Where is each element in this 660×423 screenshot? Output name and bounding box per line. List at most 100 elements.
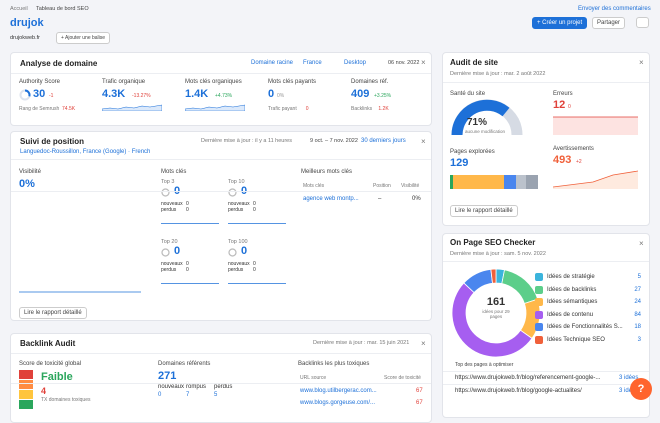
sparkline (553, 171, 638, 189)
label: Top des pages à optimiser (455, 362, 514, 368)
help-button[interactable]: ? (630, 378, 652, 400)
separator (11, 191, 431, 192)
separator (11, 159, 431, 160)
settings-button[interactable] (636, 17, 649, 28)
share-button[interactable]: Partager (592, 17, 626, 29)
errors-change: 0 (568, 104, 571, 110)
stat-value: 0 (158, 392, 162, 398)
graphic (228, 188, 237, 197)
backlink-audit: Backlink Audit Dernière mise à jour : mar… (10, 333, 432, 423)
graphic (19, 370, 33, 409)
idea-count[interactable]: 27 (634, 286, 641, 293)
metric-change: +3.25% (374, 93, 392, 99)
breadcrumb[interactable]: Tableau de bord SEO (36, 6, 89, 12)
separator (11, 353, 431, 354)
sparkline (185, 104, 245, 111)
metric-sub-label: Backlinks (351, 106, 373, 112)
new-label: nouveaux (161, 261, 183, 267)
graphic (161, 188, 170, 197)
toxicity-scale (19, 390, 33, 399)
updated: Dernière mise à jour : mar. 15 juin 2021 (313, 340, 410, 346)
group-label: Top 20 (161, 239, 178, 245)
warnings-change: +2 (576, 159, 582, 165)
gauge-arc (24, 89, 31, 97)
metric-sub-value: 74.5K (62, 106, 76, 112)
metric-label: Mots clés organiques (185, 79, 242, 85)
separator (443, 384, 649, 385)
card-title: On Page SEO Checker (450, 238, 536, 247)
pages-bar (450, 175, 453, 189)
page-url[interactable]: https://www.drujokweb.fr/blog/referencem… (455, 375, 601, 381)
graphic (19, 291, 141, 293)
updated: Dernière mise à jour : il y a 11 heures (201, 138, 292, 144)
graphic (161, 223, 219, 224)
close-button[interactable]: × (421, 137, 426, 146)
metric-value: 0 (268, 88, 275, 100)
label: Score de toxicité global (19, 361, 82, 367)
ring (228, 248, 237, 257)
idea-count[interactable]: 5 (637, 274, 641, 280)
metric-value: 1.4K (185, 88, 209, 100)
filter[interactable]: France (303, 60, 322, 66)
toxicity-scale (19, 400, 33, 409)
idea-name: Idées de backlinks (547, 286, 597, 293)
page-url[interactable]: https://www.drujokweb.fr/blog/google-act… (455, 388, 582, 394)
cell[interactable]: agence web montp... (303, 196, 359, 202)
graphic (228, 283, 286, 284)
total-label: idées pour 29 pages (482, 309, 510, 319)
graphic (185, 104, 245, 111)
metric-value: 30 (33, 88, 46, 100)
range[interactable]: 30 derniers jours (361, 138, 406, 144)
position-tracking: Suivi de position Dernière mise à jour : … (10, 131, 432, 321)
cell[interactable]: www.blog.utilbergerac.com... (300, 388, 377, 394)
ring (161, 248, 170, 257)
cell: 0% (412, 196, 421, 202)
column-header: Position (373, 183, 391, 189)
stat-label: perdus (214, 384, 233, 390)
ring (161, 188, 170, 197)
page-ideas[interactable]: 3 idées (619, 375, 639, 381)
idea-icon (535, 273, 543, 281)
filter[interactable]: Domaine racine (251, 60, 294, 66)
idea-count[interactable]: 24 (634, 299, 641, 305)
group-label: Top 3 (161, 179, 175, 185)
health: 71% (466, 117, 488, 128)
cell[interactable]: www.blogs.gorgeuse.com/... (300, 400, 376, 406)
column-header: URL source (300, 375, 327, 381)
pages-bar (450, 175, 504, 189)
stat-label: nouveaux (158, 384, 185, 390)
close-button[interactable]: × (639, 58, 644, 67)
graphic (228, 248, 237, 257)
updated: Dernière mise à jour : mar. 2 août 2022 (450, 71, 546, 77)
card-title: Audit de site (450, 58, 499, 67)
idea-count[interactable]: 84 (634, 311, 641, 318)
create-project[interactable]: + Créer un projet (532, 17, 588, 29)
metric-sub-label: Trafic payant (268, 106, 297, 112)
page-ideas[interactable]: 3 idées (619, 388, 639, 394)
report-button[interactable]: Lire le rapport détaillé (450, 205, 518, 217)
label: Visibilité (19, 169, 41, 175)
close-button[interactable]: × (421, 339, 426, 348)
metric-label: Trafic organique (102, 79, 146, 85)
report-button[interactable]: Lire le rapport détaillé (19, 307, 87, 319)
location[interactable]: Languedoc-Roussillon, France (Google) · … (20, 149, 151, 155)
period: 9 oct. – 7 nov. 2022 (310, 138, 358, 144)
metric-sub-value: 1.2K (378, 106, 389, 112)
idea-name: Idées de contenu (547, 311, 594, 318)
filter[interactable]: Desktop (344, 60, 367, 66)
visibility: 0% (19, 178, 35, 190)
breadcrumb[interactable]: Accueil (10, 6, 28, 12)
feedback-link[interactable]: Envoyer des commentaires (578, 6, 651, 12)
separator (443, 82, 649, 83)
project-name[interactable]: drujok (10, 17, 44, 29)
close-button[interactable]: × (639, 239, 644, 248)
close-button[interactable]: × (421, 58, 426, 67)
add-tag[interactable]: + Ajouter une balise (56, 32, 111, 44)
metric-sub-value: 0 (305, 106, 309, 112)
label: Meilleurs mots clés (301, 169, 353, 175)
idea-count[interactable]: 3 (637, 336, 641, 343)
idea-count[interactable]: 18 (634, 324, 641, 330)
cell: 67 (416, 388, 423, 394)
new-label: nouveaux (228, 261, 250, 267)
metric-change: -1 (49, 93, 54, 99)
